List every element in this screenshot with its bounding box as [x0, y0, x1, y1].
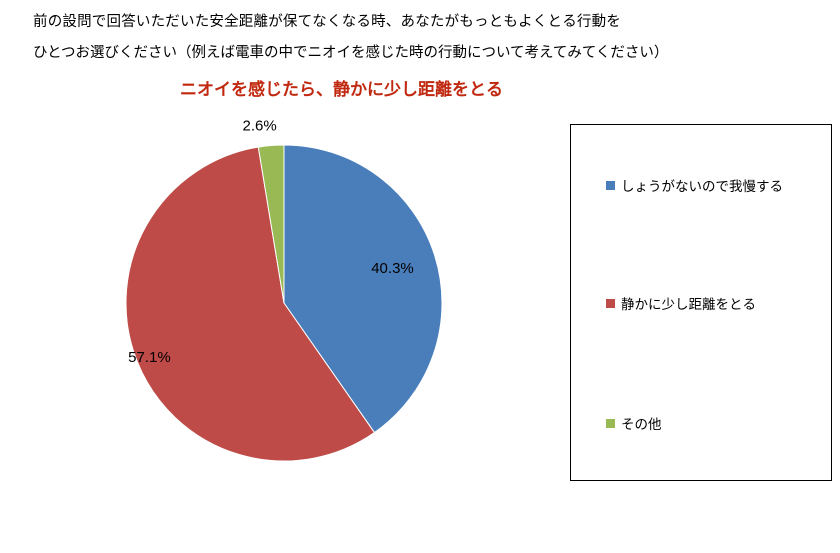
legend-label-gaman: しょうがないので我慢する [621, 179, 783, 195]
data-label-other: 2.6% [242, 118, 276, 135]
pie-slices [125, 144, 443, 462]
question-text-line1: 前の設問で回答いただいた安全距離が保てなくなる時、あなたがもっともよくとる行動を [33, 14, 621, 30]
data-label-kyori: 57.1% [128, 349, 171, 366]
legend-label-kyori: 静かに少し距離をとる [621, 297, 756, 313]
legend-swatch-other [606, 418, 615, 428]
question-text-line2: ひとつお選びください（例えば電車の中でニオイを感じた時の行動について考えてみてく… [33, 45, 669, 61]
pie-data-labels: 40.3% 57.1% 2.6% [128, 118, 414, 366]
pie-slice-kyori [125, 146, 376, 462]
legend-swatch-kyori [606, 298, 615, 308]
legend-swatch-gaman [606, 180, 615, 190]
legend-label-other: その他 [621, 417, 662, 433]
legend-item-other: その他 [606, 413, 662, 433]
pie-slice-gaman [283, 144, 443, 434]
data-label-gaman: 40.3% [371, 260, 414, 277]
legend: しょうがないので我慢する 静かに少し距離をとる その他 [570, 124, 832, 481]
chart-title: ニオイを感じたら、静かに少し距離をとる [180, 80, 503, 100]
legend-item-kyori: 静かに少し距離をとる [606, 293, 756, 313]
pie-slice-other [257, 144, 285, 304]
legend-item-gaman: しょうがないので我慢する [606, 175, 783, 195]
